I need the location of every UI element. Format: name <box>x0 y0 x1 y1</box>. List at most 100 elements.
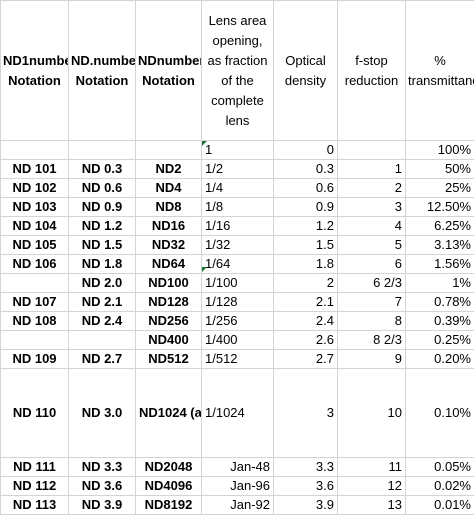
cell-nd1-notation[interactable]: ND 107 <box>0 292 69 312</box>
cell-lens-fraction[interactable]: 1/32 <box>201 235 274 255</box>
cell-fstop-reduction[interactable]: 6 2/3 <box>337 273 406 293</box>
cell-transmittance[interactable]: 25% <box>405 178 474 198</box>
cell-lens-fraction[interactable]: 1/100 <box>201 273 274 293</box>
cell-lens-fraction[interactable]: 1/8 <box>201 197 274 217</box>
cell-transmittance[interactable]: 6.25% <box>405 216 474 236</box>
cell-transmittance[interactable]: 0.20% <box>405 349 474 369</box>
cell-ndnumber-notation[interactable]: ND2048 <box>135 457 202 477</box>
cell-nd1-notation[interactable]: ND 103 <box>0 197 69 217</box>
cell-lens-fraction[interactable]: 1/1024 <box>201 368 274 458</box>
cell-ndnumber-notation[interactable]: ND32 <box>135 235 202 255</box>
cell-transmittance[interactable]: 3.13% <box>405 235 474 255</box>
cell-ndnumber-notation[interactable]: ND128 <box>135 292 202 312</box>
cell-nd-number-notation[interactable]: ND 3.0 <box>68 368 136 458</box>
cell-nd1-notation[interactable]: ND 113 <box>0 495 69 515</box>
cell-ndnumber-notation[interactable]: ND256 <box>135 311 202 331</box>
cell-fstop-reduction[interactable]: 6 <box>337 254 406 274</box>
cell-ndnumber-notation[interactable]: ND4096 <box>135 476 202 496</box>
cell-fstop-reduction[interactable]: 13 <box>337 495 406 515</box>
cell-nd-number-notation[interactable]: ND 3.6 <box>68 476 136 496</box>
cell-optical-density[interactable]: 2.1 <box>273 292 338 312</box>
cell-ndnumber-notation[interactable]: ND8192 <box>135 495 202 515</box>
cell-ndnumber-notation[interactable]: ND16 <box>135 216 202 236</box>
cell-nd1-notation[interactable]: ND 110 <box>0 368 69 458</box>
cell-optical-density[interactable]: 0 <box>273 140 338 160</box>
cell-transmittance[interactable]: 50% <box>405 159 474 179</box>
cell-transmittance[interactable]: 0.05% <box>405 457 474 477</box>
cell-transmittance[interactable]: 1.56% <box>405 254 474 274</box>
cell-fstop-reduction[interactable]: 10 <box>337 368 406 458</box>
cell-fstop-reduction[interactable]: 9 <box>337 349 406 369</box>
cell-transmittance[interactable]: 0.25% <box>405 330 474 350</box>
header-fstop-reduction[interactable]: f-stop reduction <box>337 0 406 141</box>
cell-lens-fraction[interactable]: Jan-48 <box>201 457 274 477</box>
cell-transmittance[interactable]: 0.39% <box>405 311 474 331</box>
cell-nd1-notation[interactable]: ND 104 <box>0 216 69 236</box>
header-ndnumber-notation[interactable]: NDnumber Notation <box>135 0 202 141</box>
cell-fstop-reduction[interactable]: 1 <box>337 159 406 179</box>
cell-transmittance[interactable]: 1% <box>405 273 474 293</box>
cell-optical-density[interactable]: 2 <box>273 273 338 293</box>
cell-optical-density[interactable]: 1.2 <box>273 216 338 236</box>
cell-nd1-notation[interactable]: ND 101 <box>0 159 69 179</box>
cell-transmittance[interactable]: 0.02% <box>405 476 474 496</box>
cell-ndnumber-notation[interactable]: ND400 <box>135 330 202 350</box>
cell-nd-number-notation[interactable]: ND 0.6 <box>68 178 136 198</box>
cell-fstop-reduction[interactable]: 4 <box>337 216 406 236</box>
cell-lens-fraction[interactable]: 1/400 <box>201 330 274 350</box>
cell-fstop-reduction[interactable]: 11 <box>337 457 406 477</box>
cell-nd-number-notation[interactable] <box>68 330 136 350</box>
cell-nd-number-notation[interactable]: ND 2.1 <box>68 292 136 312</box>
cell-fstop-reduction[interactable]: 3 <box>337 197 406 217</box>
cell-ndnumber-notation[interactable]: ND100 <box>135 273 202 293</box>
cell-fstop-reduction[interactable]: 12 <box>337 476 406 496</box>
cell-lens-fraction[interactable]: Jan-96 <box>201 476 274 496</box>
cell-nd1-notation[interactable]: ND 109 <box>0 349 69 369</box>
cell-ndnumber-notation[interactable]: ND4 <box>135 178 202 198</box>
cell-nd-number-notation[interactable]: ND 2.4 <box>68 311 136 331</box>
cell-transmittance[interactable]: 0.01% <box>405 495 474 515</box>
cell-optical-density[interactable]: 3 <box>273 368 338 458</box>
cell-lens-fraction[interactable]: 1/128 <box>201 292 274 312</box>
cell-nd1-notation[interactable] <box>0 273 69 293</box>
cell-lens-fraction[interactable]: 1/256 <box>201 311 274 331</box>
header-transmittance[interactable]: % transmittance <box>405 0 474 141</box>
cell-nd-number-notation[interactable]: ND 0.9 <box>68 197 136 217</box>
cell-fstop-reduction[interactable]: 2 <box>337 178 406 198</box>
cell-fstop-reduction[interactable] <box>337 140 406 160</box>
cell-ndnumber-notation[interactable]: ND8 <box>135 197 202 217</box>
cell-nd1-notation[interactable]: ND 108 <box>0 311 69 331</box>
cell-optical-density[interactable]: 3.6 <box>273 476 338 496</box>
cell-nd-number-notation[interactable]: ND 1.8 <box>68 254 136 274</box>
cell-nd1-notation[interactable] <box>0 330 69 350</box>
header-nd-number-notation[interactable]: ND.number Notation <box>68 0 136 141</box>
cell-lens-fraction[interactable]: 1/2 <box>201 159 274 179</box>
cell-ndnumber-notation[interactable]: ND64 <box>135 254 202 274</box>
cell-optical-density[interactable]: 0.9 <box>273 197 338 217</box>
cell-fstop-reduction[interactable]: 7 <box>337 292 406 312</box>
cell-nd-number-notation[interactable] <box>68 140 136 160</box>
cell-nd1-notation[interactable]: ND 105 <box>0 235 69 255</box>
cell-optical-density[interactable]: 3.9 <box>273 495 338 515</box>
cell-nd1-notation[interactable] <box>0 140 69 160</box>
cell-lens-fraction[interactable]: 1/64 <box>201 254 274 274</box>
cell-nd-number-notation[interactable]: ND 3.9 <box>68 495 136 515</box>
cell-ndnumber-notation[interactable] <box>135 140 202 160</box>
cell-nd-number-notation[interactable]: ND 3.3 <box>68 457 136 477</box>
cell-optical-density[interactable]: 3.3 <box>273 457 338 477</box>
cell-ndnumber-notation[interactable]: ND512 <box>135 349 202 369</box>
cell-nd1-notation[interactable]: ND 106 <box>0 254 69 274</box>
cell-transmittance[interactable]: 100% <box>405 140 474 160</box>
cell-nd-number-notation[interactable]: ND 2.7 <box>68 349 136 369</box>
cell-transmittance[interactable]: 12.50% <box>405 197 474 217</box>
cell-optical-density[interactable]: 1.8 <box>273 254 338 274</box>
cell-optical-density[interactable]: 2.4 <box>273 311 338 331</box>
cell-ndnumber-notation[interactable]: ND2 <box>135 159 202 179</box>
cell-nd-number-notation[interactable]: ND 1.2 <box>68 216 136 236</box>
cell-nd-number-notation[interactable]: ND 2.0 <box>68 273 136 293</box>
header-optical-density[interactable]: Optical density <box>273 0 338 141</box>
header-nd1-notation[interactable]: ND1number Notation <box>0 0 69 141</box>
cell-transmittance[interactable]: 0.10% <box>405 368 474 458</box>
cell-lens-fraction[interactable]: 1/16 <box>201 216 274 236</box>
cell-optical-density[interactable]: 0.6 <box>273 178 338 198</box>
